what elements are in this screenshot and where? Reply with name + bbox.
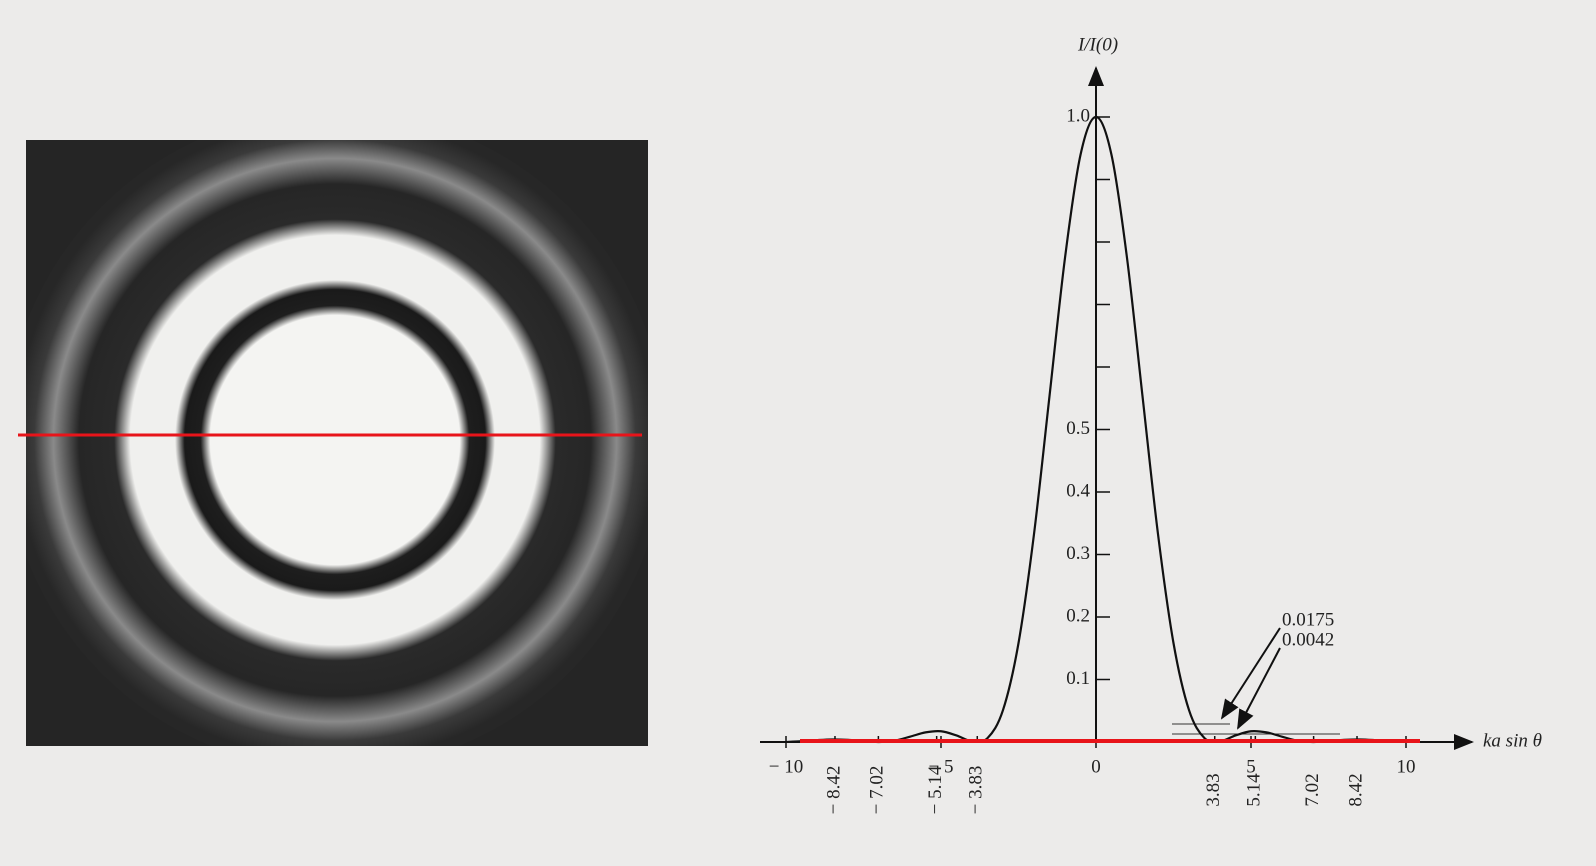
x-mark-label: − 7.02: [867, 766, 888, 815]
figure: I/I(0)ka sin θ0.10.20.30.40.51.0− 10− 50…: [0, 0, 1596, 866]
x-tick-label: − 10: [769, 756, 803, 777]
x-axis-label: ka sin θ: [1483, 730, 1542, 751]
y-axis-label: I/I(0): [1077, 34, 1118, 55]
x-mark-label: 5.14: [1244, 773, 1265, 807]
y-tick-label: 0.4: [1066, 480, 1090, 501]
page: I/I(0)ka sin θ0.10.20.30.40.51.0− 10− 50…: [0, 0, 1596, 866]
x-mark-label: − 5.14: [925, 765, 946, 814]
x-mark-label: − 3.83: [966, 766, 987, 815]
y-tick-label: 0.5: [1066, 418, 1090, 439]
y-tick-label: 0.1: [1066, 668, 1090, 689]
x-mark-label: 3.83: [1203, 773, 1224, 806]
x-mark-label: − 8.42: [823, 766, 844, 815]
x-tick-label: 10: [1397, 756, 1416, 777]
annotation: 0.0175: [1282, 609, 1334, 630]
y-tick-label: 1.0: [1066, 105, 1090, 126]
x-mark-label: 7.02: [1302, 773, 1323, 806]
y-tick-label: 0.2: [1066, 605, 1090, 626]
diffraction-image: [5, 110, 665, 770]
y-tick-label: 0.3: [1066, 543, 1090, 564]
x-mark-label: 8.42: [1345, 773, 1366, 806]
x-tick-label: 0: [1091, 756, 1101, 777]
annotation: 0.0042: [1282, 629, 1334, 650]
